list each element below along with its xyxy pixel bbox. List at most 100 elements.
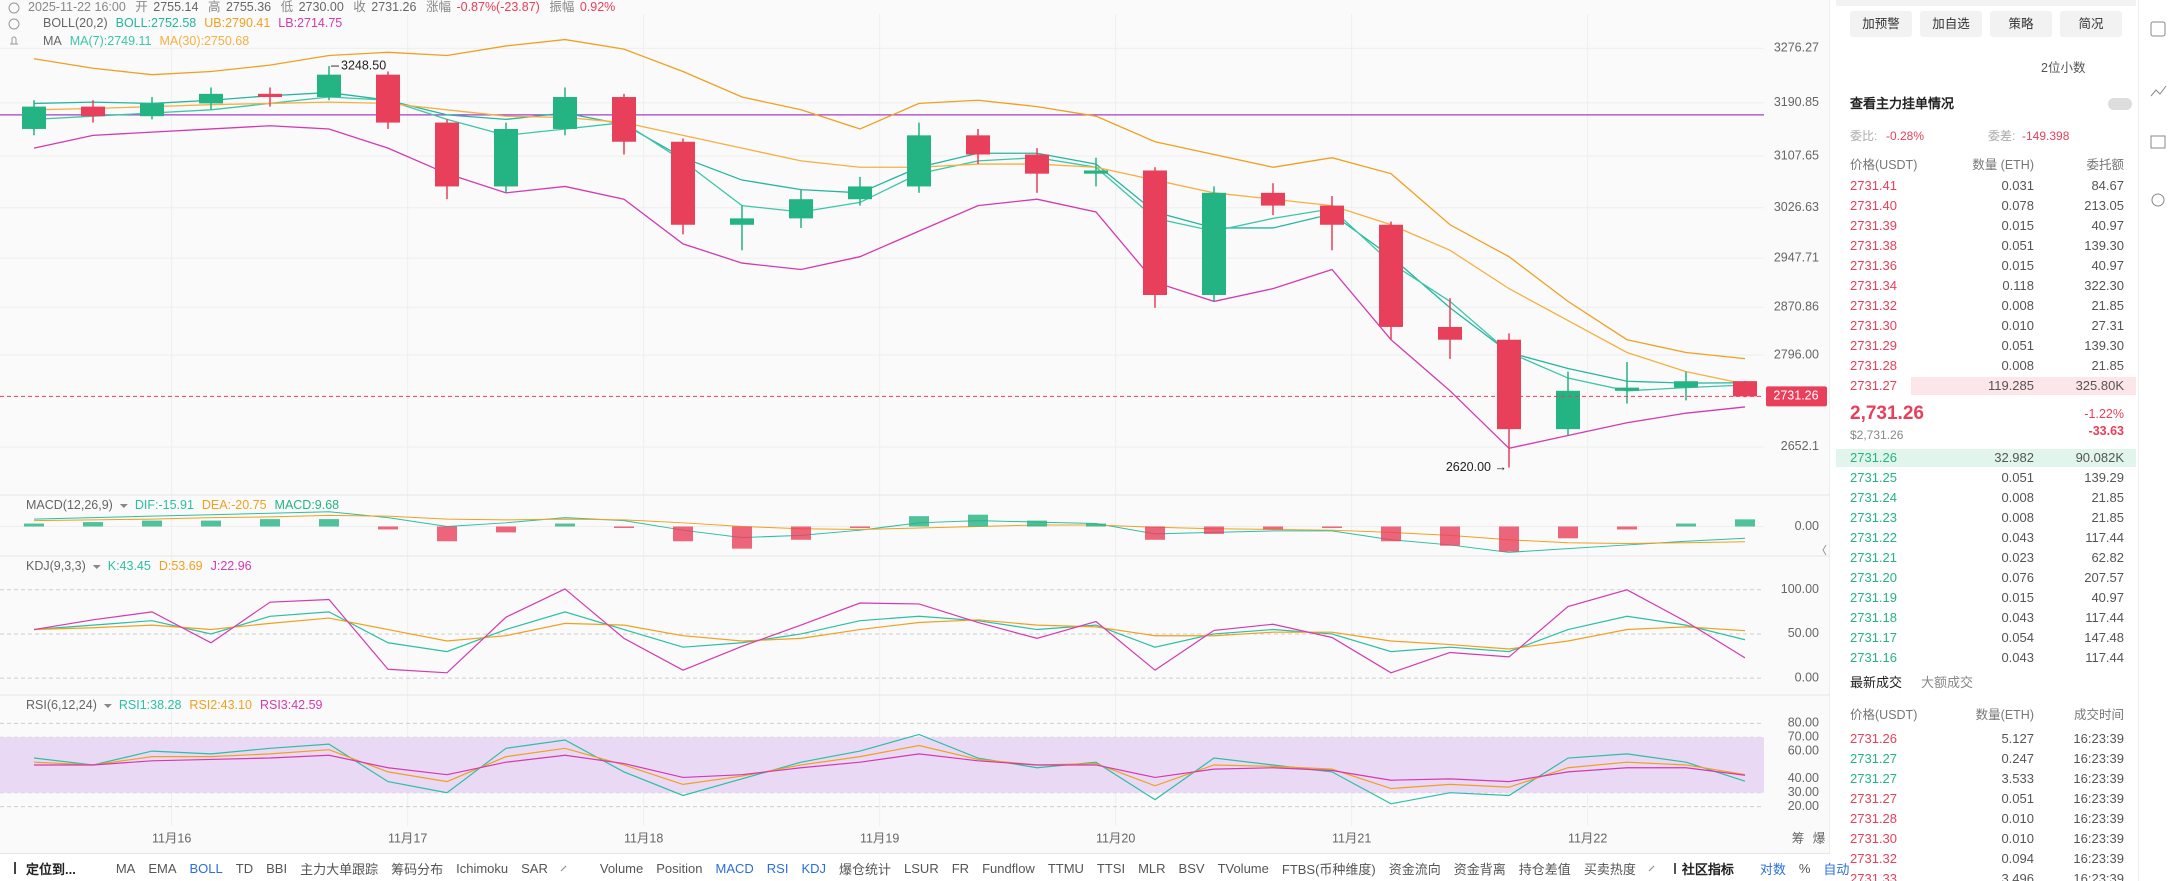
quantity: 0.010: [2001, 318, 2034, 333]
indicator-legend: MACD(12,26,9) DIF:-15.91 DEA:-20.75 MACD:9.…: [26, 498, 339, 512]
locate-button[interactable]: 定位到...: [26, 861, 76, 877]
macd-bar: [319, 519, 339, 527]
link[interactable]: 查看主力挂单情况: [1850, 96, 1955, 111]
y-tick-label: 2870.86: [1774, 300, 1819, 314]
indicator-toggle[interactable]: EMA: [148, 860, 177, 876]
indicator-toggle[interactable]: 筹码分布: [391, 861, 444, 877]
dropdown-arrow[interactable]: [119, 504, 128, 508]
macd-bar: [437, 526, 457, 542]
indicator-toggle[interactable]: MACD: [715, 860, 754, 876]
quantity: 0.010: [2001, 831, 2034, 846]
calendar-icon: [14, 862, 16, 874]
indicator-toggle[interactable]: 资金流向: [1388, 861, 1441, 877]
action-button[interactable]: 策略: [1990, 11, 2052, 37]
y-tick-label: 3107.65: [1774, 148, 1819, 162]
icon[interactable]: [2151, 193, 2165, 207]
amount: 139.30: [2084, 238, 2124, 253]
x-tick-label: 11月22: [1568, 831, 1607, 845]
label: 涨幅: [426, 0, 451, 14]
indicator-toggle[interactable]: Volume: [599, 860, 644, 876]
amount: 322.30: [2084, 278, 2124, 293]
y-tick-label: 3026.63: [1774, 200, 1819, 214]
quantity: 0.051: [2001, 338, 2034, 353]
amount: 16:23:39: [2073, 871, 2124, 881]
indicator-toggle[interactable]: 对数: [1759, 861, 1786, 877]
quantity: 0.008: [2001, 358, 2034, 373]
indicator-toggle[interactable]: Position: [656, 860, 703, 876]
toggle[interactable]: [2108, 98, 2132, 110]
dropdown-arrow[interactable]: [92, 565, 101, 569]
candle-body: [1025, 154, 1049, 174]
indicator-toggle[interactable]: %: [1798, 860, 1811, 876]
indicator-toggle[interactable]: Ichimoku: [456, 860, 509, 876]
price: 2731.27: [1850, 791, 1897, 806]
change: -33.63: [2088, 424, 2124, 438]
icon[interactable]: [2150, 21, 2166, 37]
indicator-title: KDJ(9,3,3): [26, 559, 86, 573]
chevron[interactable]: [1648, 865, 1655, 871]
text: -149.398: [2022, 129, 2070, 143]
indicator-toggle[interactable]: 资金背离: [1453, 861, 1506, 877]
axis-tool[interactable]: 筹: [1792, 830, 1805, 845]
macd-bar: [1617, 526, 1637, 530]
quantity: 119.285: [1987, 378, 2034, 393]
indicator-toggle[interactable]: 爆仓统计: [839, 861, 892, 877]
action-button[interactable]: 简况: [2060, 11, 2122, 37]
y-tick-label: 100.00: [1781, 582, 1819, 596]
indicator-toggle[interactable]: RSI: [766, 860, 789, 876]
amount: 16:23:39: [2073, 791, 2124, 806]
candle-body: [1084, 170, 1108, 174]
indicator-toggle[interactable]: TD: [235, 860, 254, 876]
indicator-toggle[interactable]: BBI: [266, 860, 288, 876]
indicator-toggle[interactable]: MLR: [1138, 860, 1166, 876]
candle-body: [1143, 170, 1167, 296]
collapse-icon[interactable]: [8, 18, 20, 30]
indicator-toggle[interactable]: MA: [115, 860, 136, 876]
tab[interactable]: 大额成交: [1921, 675, 1974, 690]
indicator-toggle[interactable]: TTSI: [1096, 860, 1126, 876]
indicator-toggle[interactable]: TVolume: [1217, 860, 1269, 876]
indicator-toggle[interactable]: 主力大单跟踪: [300, 861, 379, 877]
tab[interactable]: 最新成交: [1850, 675, 1903, 690]
action-button[interactable]: 加自选: [1920, 11, 1982, 37]
value: 2730.00: [299, 0, 344, 14]
collapse-arrow[interactable]: [1822, 544, 1827, 556]
chevron[interactable]: [560, 865, 567, 871]
indicator-toggle[interactable]: TTMU: [1047, 860, 1084, 876]
indicator-toggle[interactable]: 自动: [1823, 861, 1850, 877]
candle-body: [553, 97, 577, 129]
icon[interactable]: [2150, 135, 2166, 149]
amount: 16:23:39: [2073, 851, 2124, 866]
macd-bar: [673, 526, 693, 542]
indicator-toggle[interactable]: BOLL: [189, 860, 223, 876]
indicator-toggle[interactable]: KDJ: [801, 860, 827, 876]
price: 2731.34: [1850, 278, 1897, 293]
price: 2731.30: [1850, 318, 1897, 333]
candle-body: [1497, 339, 1521, 430]
price: 2731.24: [1850, 490, 1897, 505]
alert-icon[interactable]: [10, 36, 18, 45]
macd-bar: [1440, 526, 1460, 546]
indicator-toggle[interactable]: FR: [951, 860, 970, 876]
candle-body: [789, 199, 813, 219]
indicator-toggle[interactable]: SAR: [521, 860, 548, 876]
value: 2755.14: [153, 0, 198, 14]
community-indicators[interactable]: 社区指标: [1681, 861, 1734, 877]
quantity: 5.127: [2001, 731, 2034, 746]
icon[interactable]: [2150, 85, 2167, 97]
indicator-toggle[interactable]: Fundflow: [982, 860, 1035, 876]
indicator-legend: MA MA(7):2749.11 MA(30):2750.68: [43, 34, 249, 48]
indicator-toggle[interactable]: FTBS(币种维度): [1281, 861, 1376, 877]
axis-tool[interactable]: 爆: [1813, 831, 1826, 845]
change-pct: -1.22%: [2084, 407, 2124, 421]
indicator-toggle[interactable]: 买卖热度: [1583, 861, 1636, 877]
quantity: 0.008: [2001, 298, 2034, 313]
indicator-toggle[interactable]: BSV: [1178, 860, 1205, 876]
value: 2755.36: [226, 0, 271, 14]
precision-select[interactable]: 2位小数: [2041, 61, 2086, 75]
indicator-toggle[interactable]: LSUR: [904, 860, 939, 876]
collapse-icon[interactable]: [8, 2, 20, 14]
indicator-toggle[interactable]: 持仓差值: [1518, 861, 1571, 877]
action-button[interactable]: 加预警: [1850, 11, 1912, 37]
dropdown-arrow[interactable]: [103, 704, 112, 708]
